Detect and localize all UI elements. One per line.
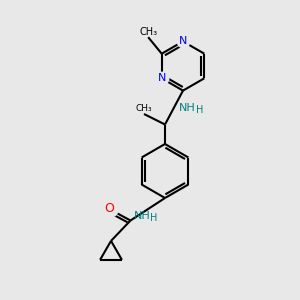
Text: O: O bbox=[105, 202, 114, 215]
Text: N: N bbox=[179, 36, 187, 46]
Text: H: H bbox=[196, 105, 203, 115]
Text: H: H bbox=[150, 213, 158, 224]
Text: CH₃: CH₃ bbox=[139, 27, 157, 37]
Text: N: N bbox=[158, 73, 166, 83]
Text: NH: NH bbox=[134, 211, 150, 221]
Text: NH: NH bbox=[179, 103, 196, 112]
Text: CH₃: CH₃ bbox=[136, 103, 152, 112]
